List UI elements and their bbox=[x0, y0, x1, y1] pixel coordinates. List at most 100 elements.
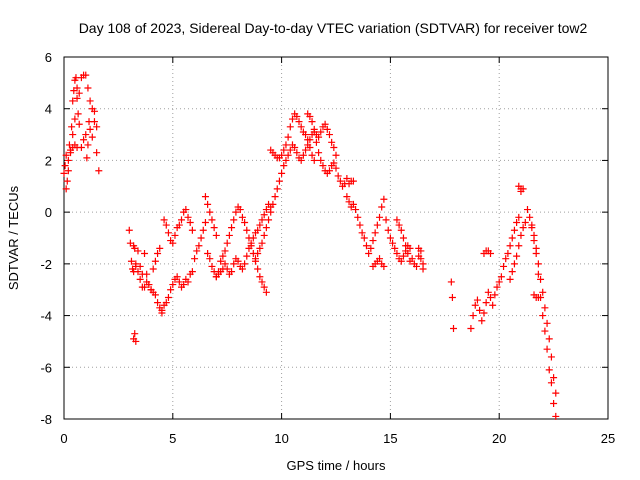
data-point bbox=[404, 250, 412, 258]
data-point bbox=[258, 216, 266, 224]
data-point bbox=[74, 110, 82, 118]
data-point bbox=[64, 156, 72, 164]
data-point bbox=[64, 167, 72, 175]
data-point bbox=[169, 281, 177, 289]
data-point bbox=[515, 242, 523, 250]
data-point bbox=[204, 250, 212, 258]
data-point bbox=[539, 288, 547, 296]
data-point bbox=[80, 136, 88, 144]
data-point bbox=[328, 138, 336, 146]
data-point bbox=[295, 118, 303, 126]
data-point bbox=[293, 112, 301, 120]
data-point bbox=[349, 200, 357, 208]
data-point bbox=[308, 151, 316, 159]
data-point bbox=[184, 278, 192, 286]
data-point bbox=[349, 177, 357, 185]
data-point bbox=[164, 293, 172, 301]
data-point bbox=[258, 278, 266, 286]
data-point bbox=[82, 71, 90, 79]
data-point bbox=[545, 366, 553, 374]
data-point bbox=[336, 177, 344, 185]
data-point bbox=[519, 224, 527, 232]
data-point bbox=[273, 185, 281, 193]
data-point bbox=[469, 312, 477, 320]
data-point bbox=[362, 242, 370, 250]
data-point bbox=[506, 242, 514, 250]
data-point bbox=[238, 265, 246, 273]
data-point bbox=[125, 226, 133, 234]
data-point bbox=[73, 144, 81, 151]
data-point bbox=[393, 250, 401, 258]
data-point bbox=[164, 229, 172, 237]
data-point bbox=[228, 268, 236, 276]
data-point bbox=[402, 242, 410, 250]
data-point bbox=[308, 118, 316, 126]
data-point bbox=[175, 221, 183, 229]
data-point bbox=[280, 162, 288, 170]
data-point bbox=[317, 128, 325, 136]
data-point bbox=[369, 237, 377, 245]
data-point bbox=[352, 206, 360, 214]
data-point bbox=[284, 133, 292, 141]
x-tick-label: 10 bbox=[274, 431, 288, 446]
data-point bbox=[132, 337, 140, 345]
data-point bbox=[354, 213, 362, 221]
data-point bbox=[310, 156, 318, 164]
data-point bbox=[243, 252, 251, 260]
data-point bbox=[491, 291, 499, 299]
data-point bbox=[528, 221, 536, 229]
y-tick-label: 4 bbox=[45, 102, 52, 117]
data-point bbox=[188, 226, 196, 234]
data-point bbox=[371, 229, 379, 237]
x-tick-label: 25 bbox=[601, 431, 615, 446]
data-point bbox=[358, 229, 366, 237]
data-point bbox=[541, 327, 549, 335]
data-point bbox=[254, 226, 262, 234]
data-point bbox=[534, 293, 542, 301]
data-point bbox=[95, 167, 103, 175]
data-point bbox=[171, 231, 179, 239]
data-point bbox=[530, 231, 538, 239]
data-point bbox=[399, 252, 407, 260]
data-point bbox=[90, 118, 98, 126]
data-point bbox=[343, 175, 351, 183]
data-point bbox=[384, 226, 392, 234]
data-point bbox=[84, 141, 92, 149]
data-point bbox=[90, 107, 98, 115]
data-point bbox=[247, 239, 255, 247]
y-tick-label: -4 bbox=[40, 309, 52, 324]
data-point bbox=[275, 177, 283, 185]
data-point bbox=[210, 224, 218, 232]
data-point bbox=[225, 231, 233, 239]
data-point bbox=[217, 257, 225, 265]
data-point bbox=[138, 270, 146, 278]
data-point bbox=[191, 255, 199, 263]
data-point bbox=[493, 283, 501, 291]
data-point bbox=[93, 123, 101, 131]
data-point bbox=[552, 389, 560, 397]
data-point bbox=[547, 353, 555, 361]
data-point bbox=[286, 146, 294, 154]
data-point bbox=[376, 255, 384, 263]
data-point bbox=[262, 206, 270, 214]
data-point bbox=[256, 221, 264, 229]
y-tick-label: 0 bbox=[45, 205, 52, 220]
data-point bbox=[260, 283, 268, 291]
y-tick-label: 6 bbox=[45, 50, 52, 65]
data-point bbox=[75, 120, 83, 128]
data-point bbox=[534, 270, 542, 278]
data-point bbox=[241, 260, 249, 268]
data-point bbox=[293, 149, 301, 157]
data-point bbox=[71, 115, 79, 123]
data-point bbox=[299, 151, 307, 159]
data-point bbox=[447, 278, 455, 286]
data-point bbox=[482, 299, 490, 307]
data-point bbox=[221, 260, 229, 268]
data-point bbox=[175, 278, 183, 286]
data-point bbox=[199, 226, 207, 234]
data-point bbox=[282, 156, 290, 164]
data-point bbox=[206, 255, 214, 263]
data-point bbox=[543, 319, 551, 327]
data-point bbox=[550, 399, 558, 407]
data-point bbox=[495, 278, 503, 286]
